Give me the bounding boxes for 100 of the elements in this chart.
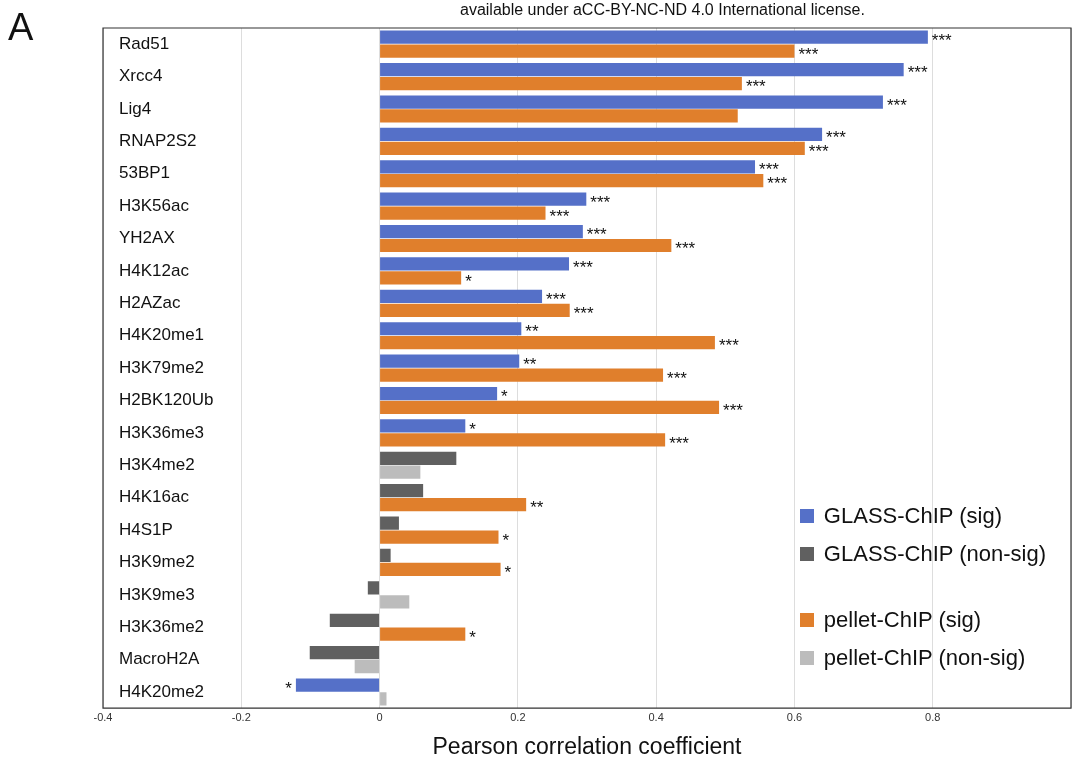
y-tick-label: H3K56ac xyxy=(119,195,190,215)
data-label: * xyxy=(285,678,293,698)
data-label: * xyxy=(502,530,510,550)
bar xyxy=(295,678,380,692)
data-label: *** xyxy=(667,368,688,388)
y-tick-label: Lig4 xyxy=(119,98,152,118)
y-tick-label: YH2AX xyxy=(119,228,175,248)
bar xyxy=(380,322,522,336)
data-label: *** xyxy=(675,239,696,259)
bar xyxy=(380,354,520,368)
data-label: *** xyxy=(798,44,819,64)
bar xyxy=(380,562,501,577)
legend-label: GLASS-ChIP (non-sig) xyxy=(823,541,1046,567)
data-label: *** xyxy=(573,257,594,277)
y-tick-label: H3K4me2 xyxy=(119,454,195,474)
bar xyxy=(380,44,795,58)
y-tick-label: H4K20me1 xyxy=(119,325,205,345)
data-label: * xyxy=(469,419,477,439)
data-label: *** xyxy=(907,63,928,83)
bar xyxy=(380,303,570,317)
bar xyxy=(309,646,380,660)
y-tick-label: RNAP2S2 xyxy=(119,131,197,151)
data-label: * xyxy=(465,271,473,291)
bar xyxy=(367,581,380,595)
y-tick-label: H3K9me2 xyxy=(119,552,195,572)
bar xyxy=(380,627,466,641)
text: available under aCC-BY-NC-ND 4.0 International license. xyxy=(460,1,865,18)
legend-label: GLASS-ChIP (sig) xyxy=(823,503,1002,529)
data-label: * xyxy=(469,627,477,647)
bar xyxy=(380,433,666,447)
legend-label: pellet-ChIP (sig) xyxy=(823,607,982,633)
bar xyxy=(380,63,904,77)
bar xyxy=(380,400,720,415)
data-label: *** xyxy=(931,30,953,50)
bar xyxy=(380,271,462,285)
bar xyxy=(380,386,498,401)
bar xyxy=(380,465,421,479)
y-tick-label: H3K36me3 xyxy=(119,422,205,442)
x-axis-title: Pearson correlation coefficient xyxy=(432,732,743,759)
data-label: * xyxy=(501,387,509,407)
data-label: *** xyxy=(586,225,608,245)
y-tick-label: H4K20me2 xyxy=(119,681,205,701)
bar xyxy=(380,516,399,530)
y-tick-label: Xrcc4 xyxy=(119,66,163,86)
bar xyxy=(380,192,587,206)
data-label: *** xyxy=(669,433,690,453)
x-tick-label: 0.8 xyxy=(925,710,941,723)
bar xyxy=(380,530,499,544)
data-label: *** xyxy=(549,206,570,226)
data-label: *** xyxy=(808,142,830,162)
data-label: ** xyxy=(523,354,537,374)
data-label: ** xyxy=(525,322,539,342)
data-label: *** xyxy=(886,95,908,115)
y-tick-label: H2BK120Ub xyxy=(119,390,214,410)
data-label: *** xyxy=(718,336,740,356)
data-label: *** xyxy=(590,192,611,212)
y-tick-label: H4K12ac xyxy=(119,260,190,280)
bar xyxy=(380,419,466,433)
bar xyxy=(380,224,583,239)
y-tick-label: H4K16ac xyxy=(119,487,190,507)
y-tick-label: Rad51 xyxy=(119,33,170,53)
legend-label: pellet-ChIP (non-sig) xyxy=(823,645,1026,671)
bar xyxy=(380,141,805,155)
bar xyxy=(380,451,457,465)
y-tick-label: MacroH2A xyxy=(119,649,200,669)
bar xyxy=(380,174,764,188)
x-tick-label: 0.2 xyxy=(510,710,526,723)
bar xyxy=(380,206,546,220)
x-tick-label: 0.6 xyxy=(786,710,803,723)
bar xyxy=(380,127,823,142)
bar xyxy=(380,95,883,109)
x-tick-label: -0.4 xyxy=(93,710,113,723)
bar xyxy=(380,548,391,563)
data-label: *** xyxy=(723,401,744,421)
bar xyxy=(329,613,380,627)
x-tick-label: -0.2 xyxy=(231,710,251,723)
data-label: *** xyxy=(745,77,767,97)
bar xyxy=(380,336,715,350)
data-label: *** xyxy=(573,303,594,323)
bar xyxy=(380,238,672,253)
y-tick-label: H2AZac xyxy=(119,293,181,313)
data-label: * xyxy=(504,563,512,583)
data-label: ** xyxy=(530,498,544,518)
bar xyxy=(354,659,380,674)
y-tick-label: H4S1P xyxy=(119,519,173,539)
bar xyxy=(380,368,664,382)
bar xyxy=(380,595,410,609)
bar xyxy=(380,160,756,174)
data-label: *** xyxy=(546,290,567,310)
y-tick-label: H3K79me2 xyxy=(119,357,205,377)
bar xyxy=(380,109,738,123)
y-tick-label: 53BP1 xyxy=(119,163,171,183)
bar xyxy=(380,289,543,303)
y-tick-label: H3K36me2 xyxy=(119,616,205,636)
y-tick-label: H3K9me3 xyxy=(119,584,195,604)
text: A xyxy=(8,6,34,48)
x-tick-label: 0 xyxy=(376,710,383,723)
bar xyxy=(380,484,424,498)
bar xyxy=(380,498,527,512)
bar xyxy=(380,76,742,91)
